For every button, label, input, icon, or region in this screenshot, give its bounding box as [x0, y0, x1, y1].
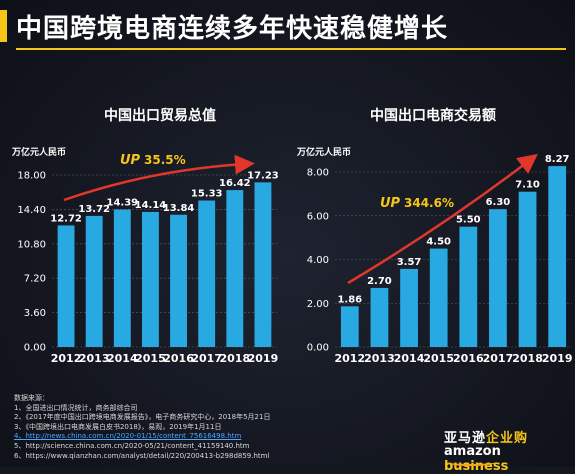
brand-cn-main: 亚马逊 — [444, 431, 487, 446]
chart-title: 中国出口电商交易额 — [370, 107, 496, 124]
source-item-5: 5、http://science.china.com.cn/2020-05/21… — [14, 441, 250, 450]
x-tick-label: 2015 — [135, 352, 166, 365]
title-accent-bar — [0, 10, 7, 42]
y-axis-unit-label: 万亿元人民币 — [11, 146, 66, 158]
x-tick-label: 2019 — [248, 352, 279, 365]
x-tick-label: 2013 — [79, 352, 110, 365]
growth-annotation-value: 344.6% — [404, 196, 454, 210]
source-item-1: 1、全国进出口情况统计，商务部综合司 — [14, 403, 138, 412]
bar — [142, 211, 159, 347]
growth-annotation-prefix: UP — [380, 196, 401, 211]
y-tick-label: 10.80 — [17, 239, 46, 250]
bar — [370, 287, 389, 347]
bar-value-label: 3.57 — [397, 257, 422, 268]
y-tick-label: 8.00 — [307, 168, 329, 179]
y-tick-label: 7.20 — [24, 274, 46, 285]
bar-value-label: 15.33 — [191, 189, 223, 200]
y-tick-label: 3.60 — [24, 308, 46, 319]
bar — [226, 190, 244, 347]
y-tick-label: 6.00 — [307, 211, 329, 222]
bar — [254, 182, 272, 347]
bar-value-label: 6.30 — [486, 197, 511, 208]
bar-value-label: 1.86 — [337, 294, 362, 305]
bar-value-label: 7.10 — [515, 180, 540, 191]
source-item-3: 3、《中国跨境出口电商发展白皮书2018》，易观，2019年1月11日 — [14, 422, 222, 431]
x-tick-label: 2012 — [335, 352, 366, 365]
page-title: 中国跨境电商连续多年快速稳健增长 — [16, 14, 449, 44]
bar — [400, 268, 418, 347]
x-tick-label: 2017 — [483, 352, 514, 365]
source-item-2: 2、《2017年度中国出口跨境电商发展报告》，电子商务研究中心，2018年5月2… — [14, 413, 271, 422]
x-tick-label: 2014 — [394, 352, 425, 365]
bar — [198, 200, 216, 347]
amazon-smile-icon — [446, 458, 496, 466]
x-tick-label: 2017 — [191, 352, 222, 365]
x-tick-label: 2016 — [453, 352, 484, 365]
bar — [489, 209, 507, 347]
x-tick-label: 2015 — [423, 352, 454, 365]
bar — [85, 215, 103, 347]
brand-cn: 亚马逊企业购 — [444, 427, 569, 446]
source-item-6: 6、https://www.qianzhan.com/analyst/detai… — [14, 451, 270, 460]
growth-arrow — [63, 154, 255, 202]
bar-value-label: 13.84 — [163, 203, 195, 214]
growth-annotation-prefix: UP — [120, 153, 141, 168]
bar — [518, 191, 537, 347]
bar — [459, 226, 478, 347]
y-tick-label: 0.00 — [24, 343, 46, 354]
y-axis-unit-label: 万亿元人民币 — [296, 146, 351, 158]
bar-value-label: 4.50 — [426, 237, 451, 248]
y-tick-label: 14.40 — [17, 205, 46, 216]
y-tick-label: 2.00 — [307, 299, 329, 310]
bar-value-label: 14.39 — [106, 197, 138, 208]
bar-value-label: 2.70 — [367, 276, 392, 287]
source-link-4[interactable]: 4、http://news.china.com.cn/2020-01/15/co… — [14, 432, 242, 441]
data-sources: 数据来源： 1、全国进出口情况统计，商务部综合司 2、《2017年度中国出口跨境… — [14, 394, 270, 461]
growth-arrow — [347, 153, 538, 285]
x-tick-label: 2018 — [512, 352, 543, 365]
bar-value-label: 17.23 — [247, 170, 279, 181]
bar — [170, 214, 187, 347]
bar-value-label: 14.14 — [135, 200, 167, 211]
y-tick-label: 0.00 — [307, 343, 329, 354]
chart-title: 中国出口贸易总值 — [104, 107, 216, 124]
x-tick-label: 2019 — [542, 352, 573, 365]
y-tick-label: 4.00 — [307, 255, 329, 266]
x-tick-label: 2014 — [107, 352, 138, 365]
bar — [57, 225, 75, 347]
bar — [340, 306, 359, 347]
x-tick-label: 2012 — [51, 352, 82, 365]
bar-value-label: 5.50 — [456, 215, 481, 226]
bar — [113, 209, 131, 347]
x-tick-label: 2016 — [163, 352, 194, 365]
brand-cn-accent: 企业购 — [486, 431, 529, 446]
bar-value-label: 12.72 — [50, 213, 82, 224]
bar-value-label: 8.27 — [545, 154, 570, 165]
y-tick-label: 18.00 — [17, 171, 46, 182]
bar-value-label: 16.42 — [219, 178, 251, 189]
bar — [429, 248, 448, 347]
growth-annotation-value: 35.5% — [144, 153, 186, 167]
bar-value-label: 13.72 — [78, 204, 110, 215]
x-tick-label: 2013 — [364, 352, 395, 365]
brand-en-main: amazon — [444, 444, 501, 459]
title-divider — [16, 48, 566, 50]
bar — [548, 166, 567, 347]
sources-header: 数据来源： — [14, 394, 49, 402]
x-tick-label: 2018 — [220, 352, 251, 365]
